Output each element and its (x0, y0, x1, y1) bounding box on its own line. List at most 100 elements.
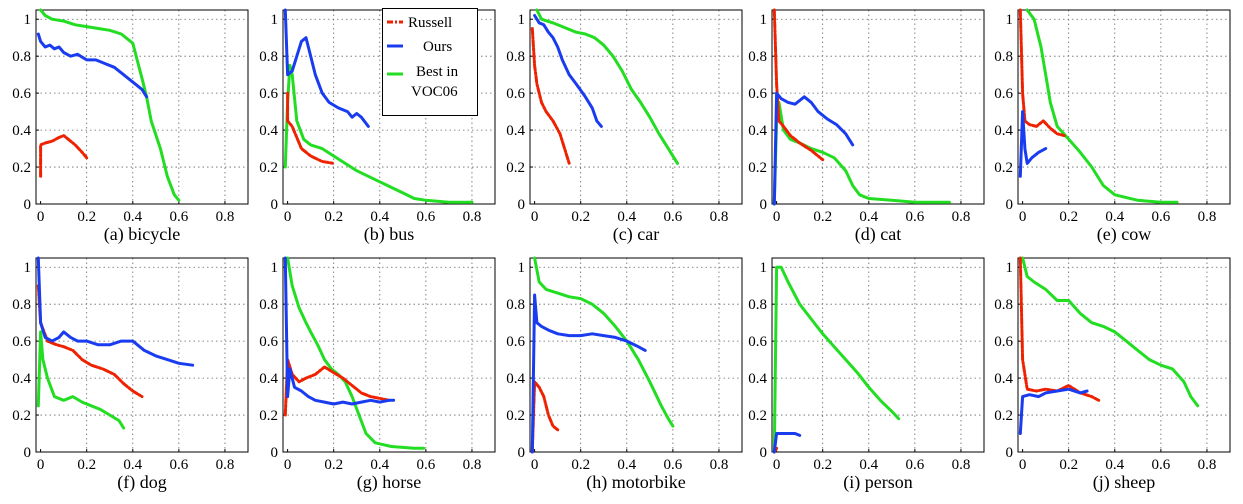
y-tick-label: 0.8 (994, 49, 1013, 65)
x-tick-label: 0.4 (370, 457, 389, 473)
series-line-russell (39, 134, 89, 178)
legend: Russell Ours Best in VOC06 (382, 8, 478, 116)
x-tick-label: 0 (1019, 457, 1027, 473)
panel-7: 0 0.2 0.4 0.6 0.8 0 0.2 0.4 0.6 0.8 1 (h) motorbike (506, 256, 743, 493)
plot-frame (1017, 257, 1231, 453)
y-tick-label: 0.8 (748, 49, 767, 65)
x-tick-label: 0.6 (1151, 209, 1170, 225)
panel-9: 0 0.2 0.4 0.6 0.8 0 0.2 0.4 0.6 0.8 1 (j) sheep (994, 256, 1231, 493)
y-tick-label: 0.6 (259, 86, 278, 102)
x-tick-label: 0.2 (324, 209, 343, 225)
x-tick-label: 0.2 (571, 209, 590, 225)
y-tick-label: 0.6 (259, 334, 278, 350)
series-line-russell (283, 358, 391, 417)
x-tick-label: 0.4 (123, 457, 142, 473)
series-line-best-in-voc06 (772, 100, 951, 206)
x-tick-label: 0.8 (952, 457, 971, 473)
series-line-ours (283, 8, 370, 128)
series-line-best-in-voc06 (39, 8, 181, 202)
legend-ours-label: Ours (423, 39, 452, 55)
y-tick-label: 0.8 (506, 297, 525, 313)
x-tick-label: 0.8 (216, 457, 235, 473)
x-tick-label: 0.2 (1059, 457, 1078, 473)
y-tick-label: 0.2 (506, 408, 525, 424)
y-tick-label: 0.6 (12, 86, 31, 102)
panel-0: 0 0.2 0.4 0.6 0.8 0 0.2 0.4 0.6 0.8 1 (a) bicycle (12, 8, 249, 245)
panel-title: (j) sheep (1093, 472, 1155, 493)
y-tick-label: 0.8 (259, 49, 278, 65)
legend-best-label-line1: Best in (416, 64, 459, 80)
series-line-ours (36, 256, 195, 367)
panel-title: (g) horse (357, 472, 421, 493)
series-line-russell (1018, 8, 1066, 138)
y-tick-label: 0 (1006, 197, 1014, 213)
series-line-best-in-voc06 (535, 8, 679, 165)
plot-frame (35, 9, 249, 205)
series-line-russell (530, 380, 560, 454)
y-tick-label: 0.4 (259, 123, 278, 139)
y-tick-label: 0.4 (748, 123, 767, 139)
x-tick-label: 0 (531, 457, 539, 473)
series-line-ours (530, 293, 647, 454)
x-tick-label: 0.4 (859, 457, 878, 473)
y-tick-label: 0.2 (506, 160, 525, 176)
y-tick-label: 0.2 (994, 160, 1013, 176)
series-line-ours (533, 14, 603, 128)
series-line-best-in-voc06 (286, 256, 426, 450)
y-tick-label: 0.8 (12, 297, 31, 313)
x-tick-label: 0.4 (1105, 457, 1124, 473)
x-tick-label: 0.6 (169, 209, 188, 225)
x-tick-label: 0.4 (859, 209, 878, 225)
x-tick-label: 0.6 (905, 209, 924, 225)
y-tick-label: 0.4 (259, 371, 278, 387)
x-tick-label: 0 (284, 457, 292, 473)
x-tick-label: 0.8 (463, 209, 482, 225)
y-tick-label: 0 (760, 197, 768, 213)
x-tick-label: 0.2 (324, 457, 343, 473)
y-tick-label: 1 (760, 12, 768, 28)
series-line-ours (1018, 110, 1048, 178)
series-line-russell (530, 27, 571, 165)
plot-frame (771, 257, 985, 453)
x-tick-label: 0 (37, 209, 45, 225)
x-tick-label: 0.6 (416, 209, 435, 225)
panel-title: (h) motorbike (586, 472, 685, 493)
series-line-ours (772, 91, 855, 206)
series-line-russell (286, 91, 336, 165)
y-tick-label: 0.4 (994, 371, 1013, 387)
x-tick-label: 0.8 (710, 457, 729, 473)
x-tick-label: 0.2 (813, 209, 832, 225)
x-tick-label: 0.6 (169, 457, 188, 473)
x-tick-label: 0.4 (1105, 209, 1124, 225)
x-tick-label: 0.6 (1151, 457, 1170, 473)
x-tick-label: 0.8 (216, 209, 235, 225)
y-tick-label: 0.4 (994, 123, 1013, 139)
legend-best-label-line2: VOC06 (411, 84, 458, 100)
series-line-russell (36, 284, 144, 399)
panel-8: 0 0.2 0.4 0.6 0.8 0 0.2 0.4 0.6 0.8 1 (i) person (748, 257, 985, 493)
plot-frame (35, 257, 249, 453)
y-tick-label: 1 (760, 260, 768, 276)
panel-title: (a) bicycle (104, 224, 180, 245)
x-tick-label: 0.2 (1059, 209, 1078, 225)
y-tick-label: 1 (271, 260, 279, 276)
x-tick-label: 0.6 (663, 457, 682, 473)
y-tick-label: 0.6 (748, 334, 767, 350)
panel-title: (e) cow (1097, 224, 1151, 245)
plot-frame (1017, 9, 1231, 205)
series-line-best-in-voc06 (1021, 256, 1200, 408)
series-line-ours (772, 432, 802, 454)
x-tick-label: 0 (1019, 209, 1027, 225)
y-tick-label: 0 (760, 445, 768, 461)
panel-title: (b) bus (364, 224, 415, 245)
y-tick-label: 0.2 (994, 408, 1013, 424)
y-tick-label: 0.8 (748, 297, 767, 313)
x-tick-label: 0.2 (77, 457, 96, 473)
x-tick-label: 0.4 (617, 457, 636, 473)
y-tick-label: 1 (518, 12, 526, 28)
y-tick-label: 0.8 (12, 49, 31, 65)
y-tick-label: 0 (1006, 445, 1014, 461)
y-tick-label: 0 (24, 197, 32, 213)
y-tick-label: 1 (271, 12, 279, 28)
